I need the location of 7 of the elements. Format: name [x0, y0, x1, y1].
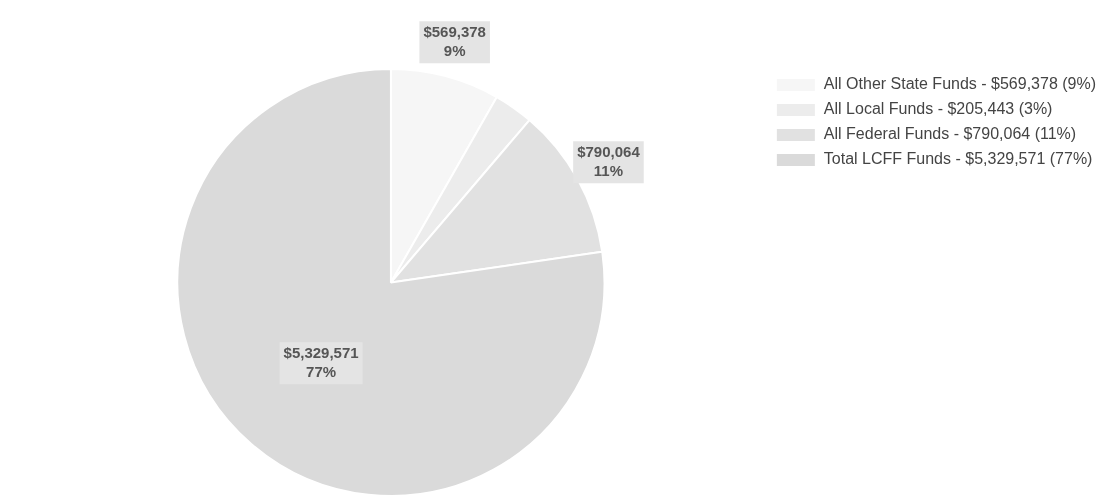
data-label: $5,329,571 77%	[283, 343, 359, 380]
data-label: $569,378 9%	[423, 22, 486, 59]
legend-label: Total LCFF Funds - $5,329,571 (77%)	[823, 150, 1093, 168]
data-label: $790,064 11%	[577, 142, 641, 179]
legend-label: All Local Funds - $205,443 (3%)	[823, 100, 1053, 118]
legend-label: All Federal Funds - $790,064 (11%)	[823, 125, 1077, 143]
legend-label: All Other State Funds - $569,378 (9%)	[823, 75, 1096, 93]
